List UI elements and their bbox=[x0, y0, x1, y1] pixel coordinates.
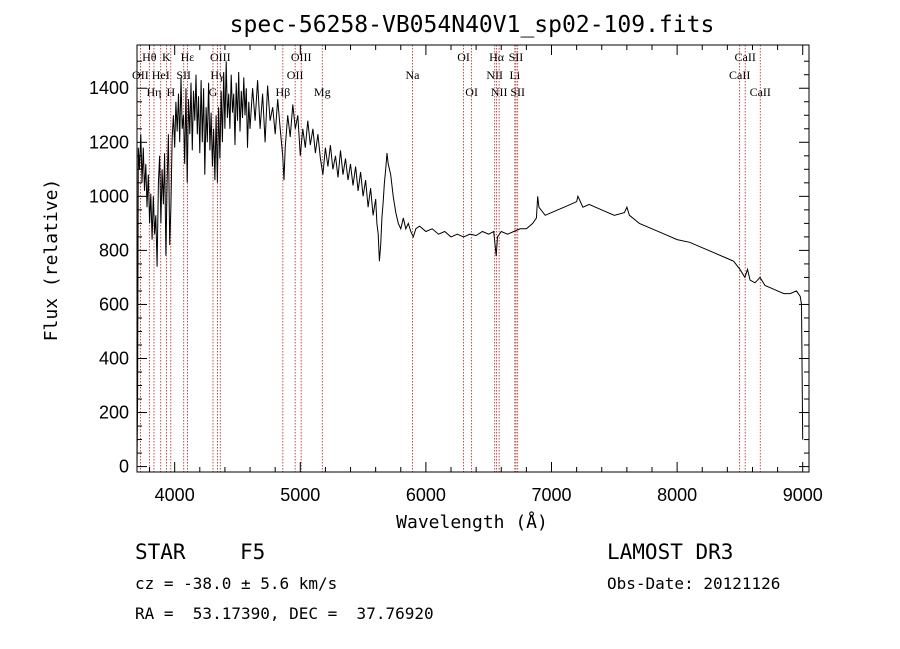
y-tick-label: 800 bbox=[99, 240, 129, 260]
x-axis-ticks: 4000 5000 6000 7000 8000 9000 bbox=[149, 45, 823, 505]
emission-line-markers bbox=[139, 45, 761, 472]
line-label: CaII bbox=[729, 68, 750, 82]
line-label: OIII bbox=[210, 50, 231, 64]
y-axis-label: Flux (relative) bbox=[41, 179, 62, 342]
line-label: Hβ bbox=[275, 85, 290, 99]
plot-frame bbox=[136, 44, 810, 473]
redshift-velocity: cz = -38.0 ± 5.6 km/s bbox=[135, 574, 338, 593]
x-tick-label: 4000 bbox=[155, 485, 195, 505]
y-tick-label: 1400 bbox=[89, 78, 129, 98]
line-label: H bbox=[166, 85, 175, 99]
y-tick-label: 400 bbox=[99, 348, 129, 368]
object-class: STAR bbox=[135, 540, 186, 564]
line-label: Hγ bbox=[210, 68, 225, 82]
line-label: NII bbox=[486, 68, 503, 82]
y-axis-ticks: 0 200 400 600 800 1000 1200 1400 bbox=[89, 60, 809, 477]
line-label: SII bbox=[510, 85, 525, 99]
line-label: CaII bbox=[735, 50, 756, 64]
x-tick-label: 8000 bbox=[657, 485, 697, 505]
line-label: OII bbox=[287, 68, 304, 82]
y-tick-label: 1200 bbox=[89, 132, 129, 152]
y-tick-label: 200 bbox=[99, 403, 129, 423]
y-tick-label: 0 bbox=[119, 457, 129, 477]
chart-title: spec-56258-VB054N40V1_sp02-109.fits bbox=[230, 12, 715, 38]
line-label: Mg bbox=[314, 85, 331, 99]
line-label: Na bbox=[405, 68, 420, 82]
x-tick-label: 7000 bbox=[531, 485, 571, 505]
y-tick-label: 1000 bbox=[89, 186, 129, 206]
line-label: OI bbox=[465, 85, 478, 99]
line-label: OIII bbox=[291, 50, 312, 64]
x-tick-label: 6000 bbox=[406, 485, 446, 505]
line-label: K bbox=[162, 50, 171, 64]
y-tick-label: 600 bbox=[99, 294, 129, 314]
x-axis-label: Wavelength (Å) bbox=[396, 511, 548, 533]
line-label: Hθ bbox=[142, 50, 157, 64]
line-label: Hε bbox=[181, 50, 195, 64]
object-subclass: F5 bbox=[240, 540, 266, 564]
line-label: CaII bbox=[750, 85, 771, 99]
line-label: OI bbox=[457, 50, 470, 64]
survey-name: LAMOST DR3 bbox=[607, 540, 734, 564]
line-label: Li bbox=[509, 68, 520, 82]
observation-date: Obs-Date: 20121126 bbox=[607, 574, 781, 593]
spectrum-line bbox=[136, 61, 804, 467]
line-label: HeI bbox=[152, 68, 170, 82]
line-label: G bbox=[209, 85, 218, 99]
x-tick-label: 9000 bbox=[783, 485, 823, 505]
x-tick-label: 5000 bbox=[280, 485, 320, 505]
line-label: SII bbox=[176, 68, 191, 82]
line-label: Hη bbox=[146, 85, 161, 99]
line-label: SII bbox=[509, 50, 524, 64]
sky-coordinates: RA = 53.17390, DEC = 37.76920 bbox=[135, 604, 434, 623]
line-label: Hα bbox=[489, 50, 505, 64]
line-label: NII bbox=[491, 85, 508, 99]
